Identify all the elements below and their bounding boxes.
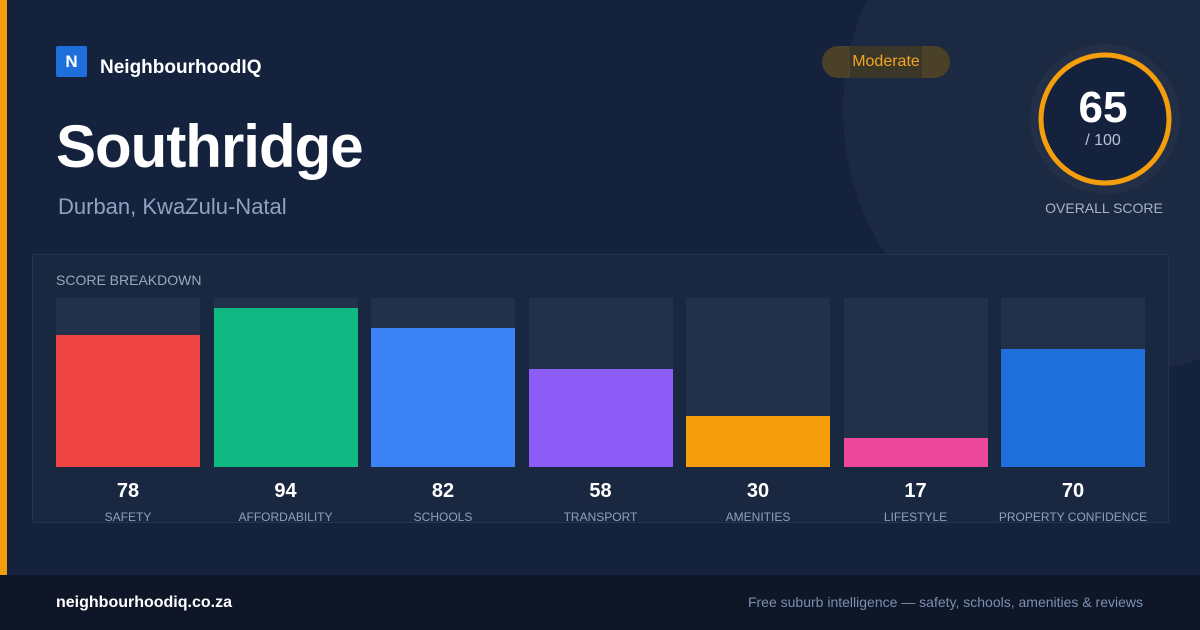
- bar-value: 70: [1061, 480, 1085, 502]
- bar-value: 78: [116, 480, 140, 502]
- bar-column-amenities: 30 AMENITIES: [686, 298, 830, 524]
- bar-column-safety: 78 SAFETY: [56, 298, 200, 524]
- bar-track: [213, 298, 358, 467]
- bar-label: SAFETY: [104, 510, 152, 524]
- bar-label: AFFORDABILITY: [238, 510, 333, 524]
- bar-track: [56, 298, 200, 467]
- gauge-ring: [1038, 52, 1172, 186]
- suburb-location: Durban, KwaZulu-Natal: [58, 194, 287, 219]
- bar-fill: [1001, 349, 1145, 467]
- overall-score-label: OVERALL SCORE: [1045, 200, 1163, 216]
- score-breakdown-chart: 78 SAFETY 94 AFFORDABILITY 82 SCHOOLS 58 TRANSP…: [33, 255, 1168, 524]
- footer: neighbourhoodiq.co.za Free suburb intell…: [0, 575, 1200, 630]
- overall-score-max: / 100: [1085, 132, 1121, 149]
- overall-score-gauge: [1030, 44, 1180, 194]
- brand-name: NeighbourhoodIQ: [100, 57, 262, 78]
- bar-value: 94: [274, 480, 297, 502]
- bar-track: [686, 298, 830, 467]
- bar-fill: [528, 369, 673, 467]
- bar-track: [1001, 298, 1145, 467]
- bar-column-property-confidence: 70 PROPERTY CONFIDENCE: [999, 298, 1147, 524]
- bar-fill: [56, 335, 200, 467]
- bar-track: [528, 298, 673, 467]
- bar-label: TRANSPORT: [563, 510, 638, 524]
- bar-fill: [843, 438, 988, 467]
- accent-bar: [0, 0, 7, 575]
- bar-column-lifestyle: 17 LIFESTYLE: [843, 298, 988, 524]
- bar-column-transport: 58 TRANSPORT: [528, 298, 673, 524]
- bar-track: [843, 298, 988, 467]
- rating-badge-label: Moderate: [852, 53, 920, 70]
- overall-score-value: 65: [1078, 83, 1128, 132]
- score-breakdown-panel: SCORE BREAKDOWN 78 SAFETY 94 AFFORDABILITY 8…: [32, 254, 1169, 524]
- bar-column-schools: 82 SCHOOLS: [371, 298, 515, 524]
- bar-value: 82: [431, 480, 455, 502]
- rating-badge: Moderate: [822, 46, 950, 78]
- score-breakdown-title: SCORE BREAKDOWN: [56, 272, 202, 288]
- bar-value: 17: [904, 480, 927, 502]
- footer-tagline: Free suburb intelligence — safety, schoo…: [747, 594, 1143, 610]
- bar-track: [371, 298, 515, 467]
- bar-label: AMENITIES: [725, 510, 791, 524]
- bar-fill: [213, 308, 358, 467]
- bar-label: LIFESTYLE: [883, 510, 948, 524]
- footer-url: neighbourhoodiq.co.za: [56, 594, 232, 611]
- bar-value: 58: [589, 480, 612, 502]
- bar-value: 30: [746, 480, 770, 502]
- suburb-title: Southridge: [56, 113, 364, 180]
- brand-logo-icon: N: [56, 46, 87, 77]
- bar-label: PROPERTY CONFIDENCE: [998, 510, 1148, 524]
- bar-fill: [686, 416, 830, 467]
- bar-label: SCHOOLS: [413, 510, 473, 524]
- bar-column-affordability: 94 AFFORDABILITY: [213, 298, 358, 524]
- share-card: N NeighbourhoodIQ Southridge Durban, Kwa…: [0, 0, 1180, 575]
- bar-fill: [371, 328, 515, 467]
